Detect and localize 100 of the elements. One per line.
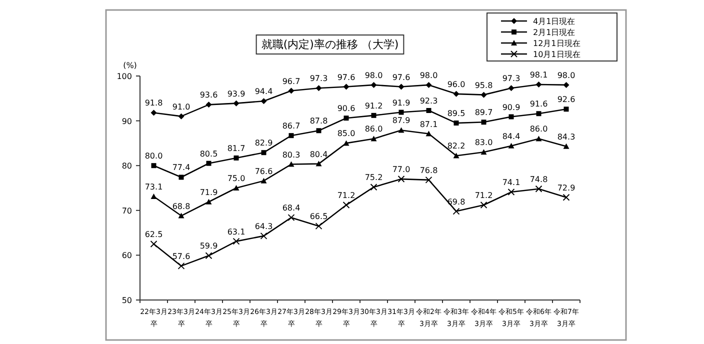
data-label: 93.6: [200, 90, 218, 100]
point: [480, 92, 487, 98]
point: [508, 142, 514, 148]
point: [206, 198, 212, 204]
data-label: 94.4: [254, 87, 273, 96]
data-label: 90.9: [502, 102, 520, 112]
point: [481, 120, 486, 125]
data-label: 97.6: [337, 72, 356, 82]
data-label: 83.0: [474, 138, 493, 148]
data-label: 80.0: [144, 152, 163, 161]
point: [398, 110, 404, 115]
data-label: 62.5: [144, 230, 163, 239]
data-label: 68.4: [282, 204, 300, 213]
data-label: 75.2: [364, 173, 383, 182]
point: [151, 163, 156, 168]
data-label: 71.2: [474, 191, 493, 200]
point: [260, 178, 267, 184]
data-label: 91.9: [392, 98, 410, 108]
point: [178, 174, 184, 180]
data-label: 91.0: [172, 102, 190, 112]
point: [508, 188, 515, 196]
data-label: 91.2: [364, 101, 383, 110]
y-tick-label: 100: [116, 72, 132, 81]
point: [288, 88, 294, 94]
point: [233, 185, 240, 190]
data-label: 93.9: [227, 89, 246, 98]
point: [178, 113, 184, 120]
point: [370, 136, 377, 142]
point: [233, 100, 240, 106]
data-label: 80.4: [310, 150, 328, 159]
data-label: 72.9: [557, 183, 576, 192]
point: [371, 112, 376, 118]
data-label: 82.9: [254, 138, 273, 148]
point: [370, 82, 377, 88]
data-label: 89.7: [474, 108, 493, 118]
data-label: 91.6: [530, 100, 548, 109]
data-label: 98.0: [420, 70, 438, 80]
point: [206, 102, 212, 108]
data-label: 91.8: [144, 98, 163, 108]
point: [316, 128, 322, 134]
data-label: 97.6: [392, 72, 410, 82]
y-tick-label: 60: [122, 251, 132, 260]
data-label: 68.8: [172, 202, 190, 211]
legend-label: 12月1日現在: [533, 39, 580, 48]
point: [150, 110, 157, 116]
data-label: 87.8: [310, 116, 328, 126]
data-label: 81.7: [227, 144, 246, 153]
point: [454, 120, 459, 126]
data-label: 59.9: [200, 242, 218, 251]
point: [344, 116, 349, 121]
data-label: 92.3: [420, 96, 438, 106]
point: [480, 202, 488, 209]
point: [234, 155, 239, 160]
point: [232, 238, 240, 245]
point: [343, 84, 350, 90]
point: [452, 208, 460, 215]
point: [150, 194, 157, 200]
data-label: 84.3: [557, 132, 576, 142]
data-label: 98.0: [364, 70, 383, 80]
data-label: 84.4: [502, 132, 520, 141]
point: [316, 160, 322, 166]
point: [150, 240, 158, 248]
chart-title: 就職(内定)率の推移 （大学): [261, 38, 399, 51]
point: [508, 114, 514, 120]
point: [288, 214, 295, 222]
data-label: 96.7: [282, 76, 300, 86]
data-label: 86.7: [282, 122, 300, 131]
y-tick-label: 70: [122, 206, 132, 216]
point: [260, 232, 268, 240]
data-label: 73.1: [144, 182, 163, 192]
point: [398, 127, 404, 133]
data-label: 86.0: [530, 124, 548, 134]
y-tick-label: 50: [122, 296, 132, 305]
data-label: 82.2: [447, 142, 466, 151]
data-label: 80.5: [200, 149, 218, 158]
data-label: 77.4: [172, 163, 190, 172]
data-label: 57.6: [172, 252, 190, 261]
data-label: 97.3: [310, 74, 328, 84]
point: [315, 222, 322, 230]
point: [536, 82, 542, 88]
point: [370, 184, 378, 191]
data-label: 90.6: [337, 104, 356, 114]
point: [453, 90, 460, 97]
point: [536, 111, 542, 116]
point: [178, 262, 185, 270]
point: [288, 161, 294, 167]
data-label: 74.8: [530, 174, 548, 184]
legend-label: 4月1日現在: [533, 17, 576, 26]
point: [260, 98, 267, 104]
point: [178, 212, 184, 218]
point: [563, 82, 570, 88]
y-tick-label: 80: [122, 162, 132, 171]
point: [398, 176, 405, 183]
data-label: 86.0: [364, 124, 383, 134]
point: [426, 108, 432, 113]
point: [426, 82, 432, 88]
data-label: 95.8: [474, 80, 493, 90]
data-label: 92.6: [557, 95, 576, 104]
data-label: 96.0: [447, 80, 466, 89]
point: [453, 152, 460, 158]
